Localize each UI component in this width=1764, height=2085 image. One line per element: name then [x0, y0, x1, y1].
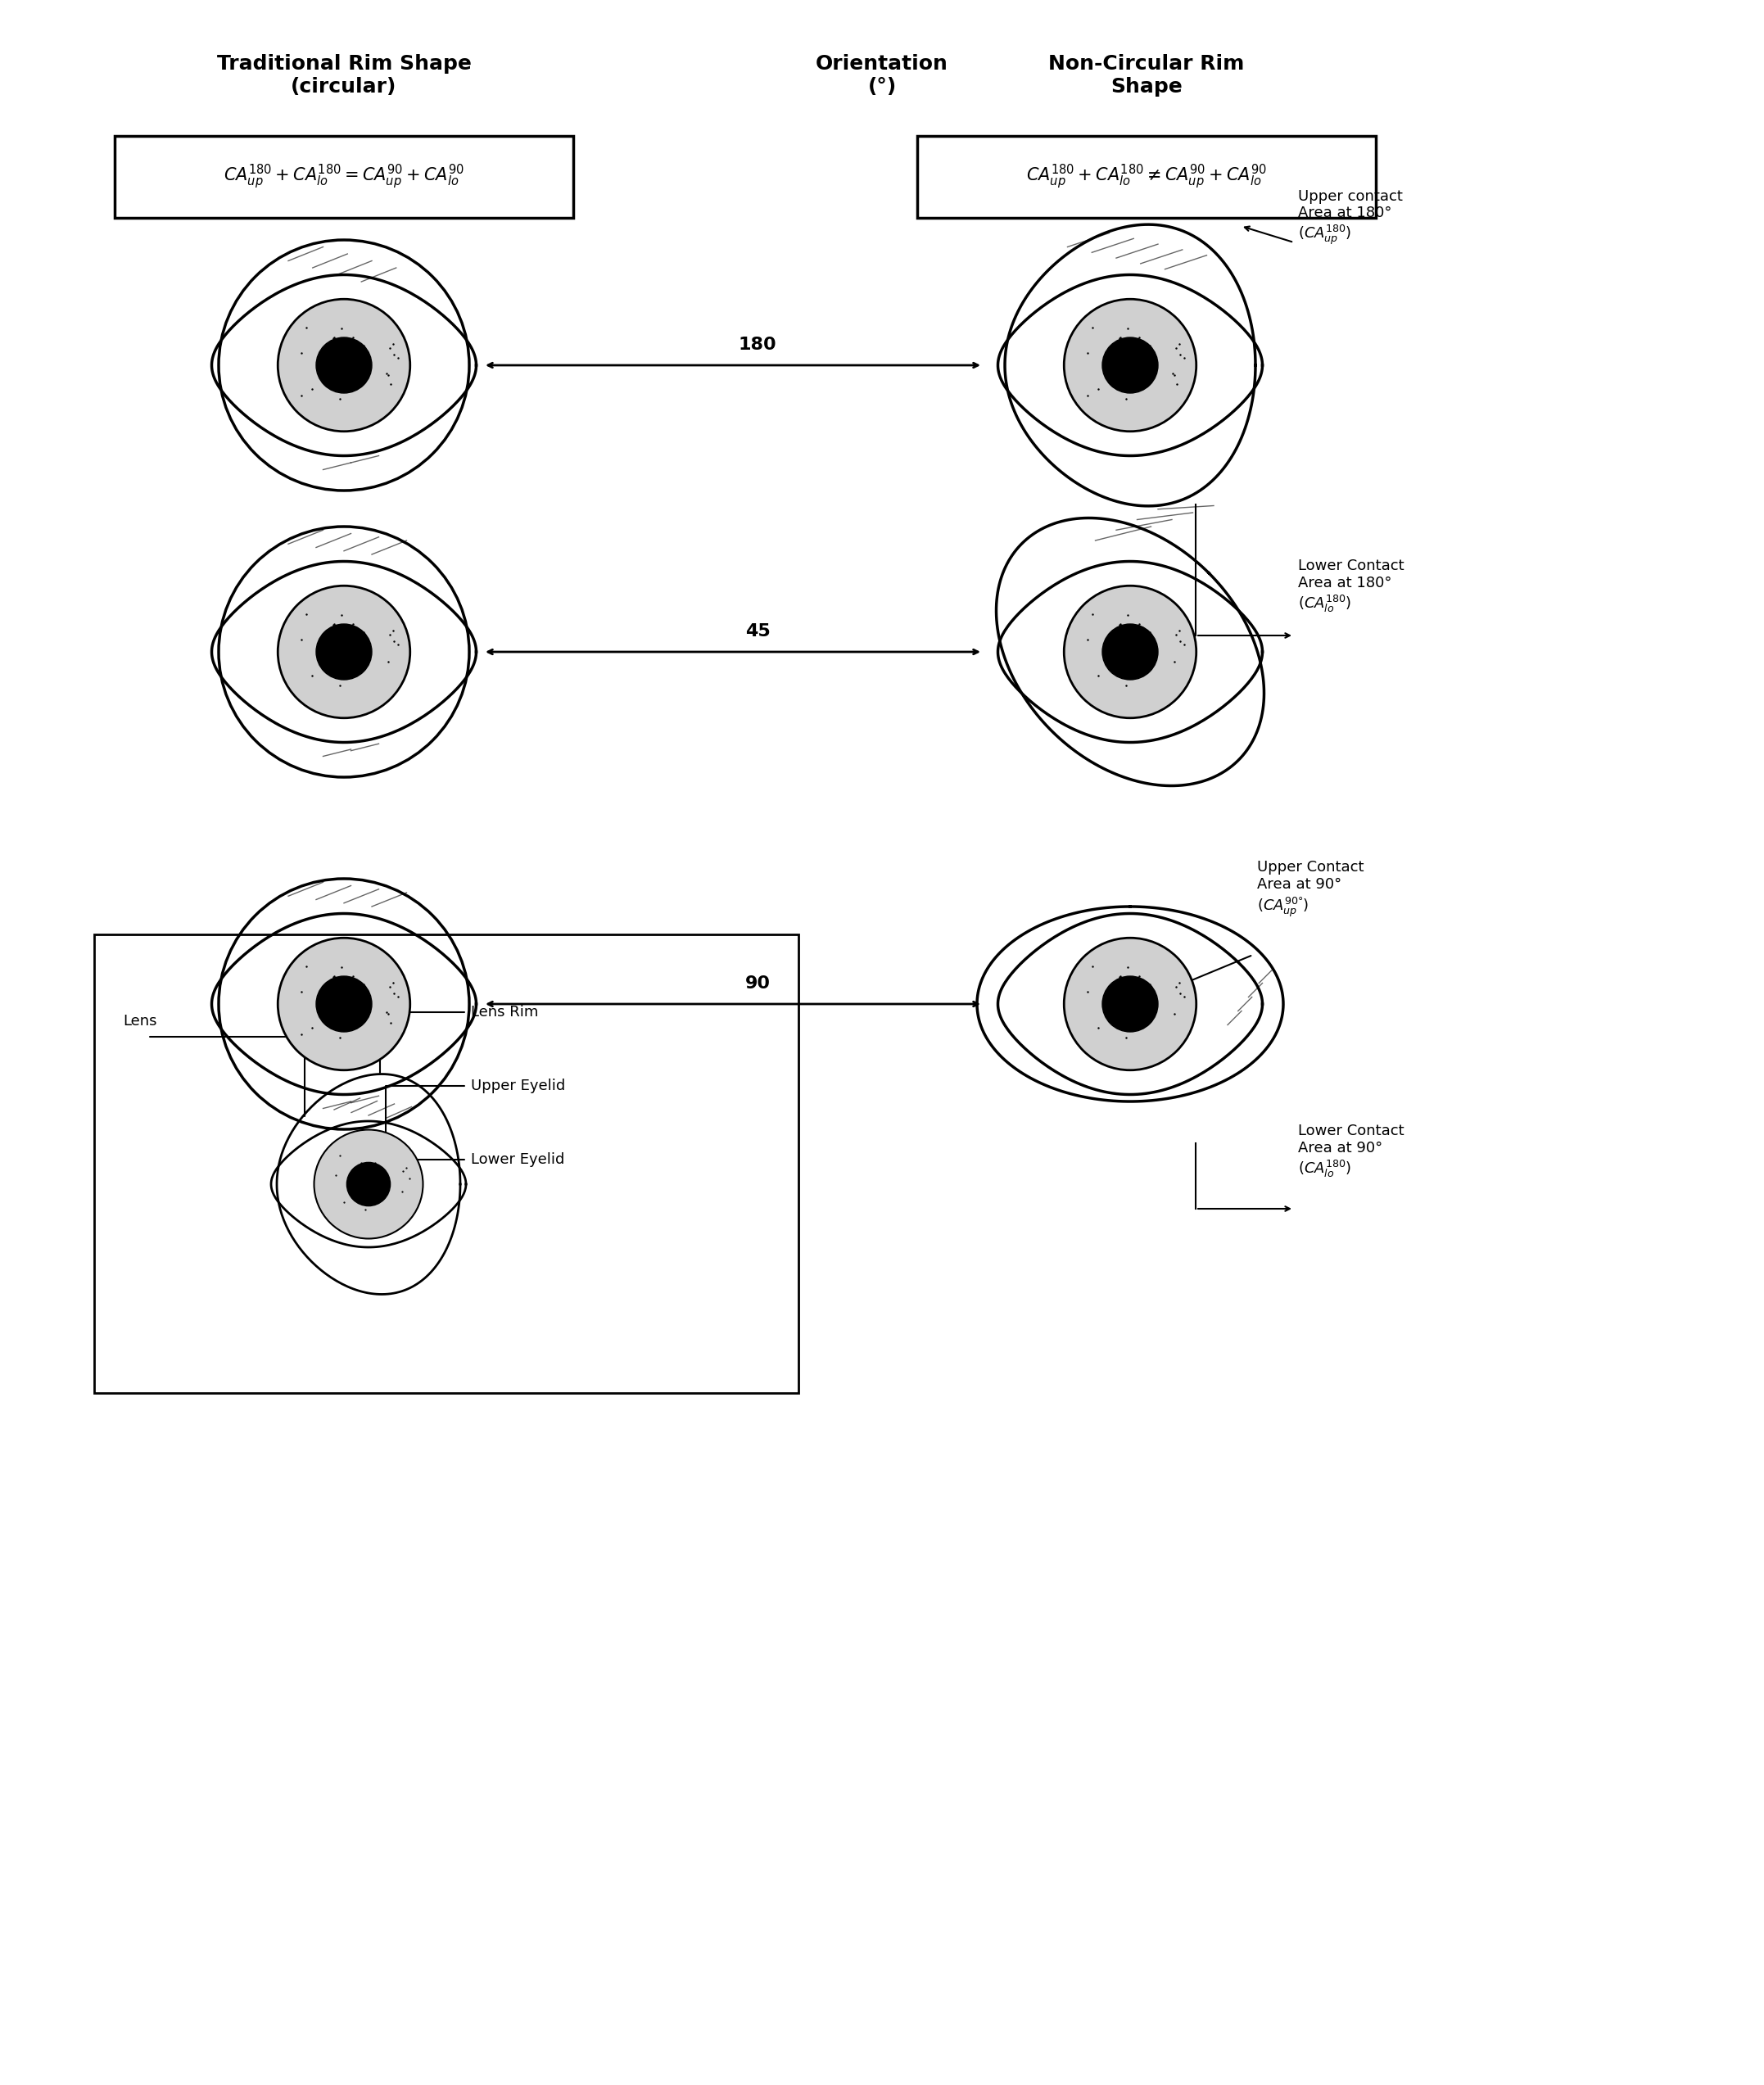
Text: $CA^{180}_{up}+CA^{180}_{lo}\neq CA^{90}_{up}+CA^{90}_{lo}$: $CA^{180}_{up}+CA^{180}_{lo}\neq CA^{90}…: [1027, 163, 1267, 192]
Ellipse shape: [1102, 976, 1157, 1032]
Text: Traditional Rim Shape
(circular): Traditional Rim Shape (circular): [217, 54, 471, 96]
Ellipse shape: [1064, 298, 1196, 432]
FancyBboxPatch shape: [115, 136, 573, 217]
Ellipse shape: [316, 338, 372, 394]
Text: 45: 45: [744, 623, 771, 640]
Ellipse shape: [316, 623, 372, 680]
FancyBboxPatch shape: [93, 934, 799, 1393]
Text: Lens Rim: Lens Rim: [471, 1005, 538, 1020]
Ellipse shape: [316, 976, 372, 1032]
Text: Upper Eyelid: Upper Eyelid: [471, 1078, 564, 1093]
Text: 90: 90: [744, 976, 771, 992]
Text: Lower Contact
Area at 180°
$(CA^{180}_{lo}$): Lower Contact Area at 180° $(CA^{180}_{l…: [1298, 559, 1404, 613]
Ellipse shape: [1064, 586, 1196, 717]
Text: Orientation
(°): Orientation (°): [815, 54, 949, 96]
Ellipse shape: [1102, 623, 1157, 680]
Ellipse shape: [277, 938, 409, 1070]
Ellipse shape: [277, 298, 409, 432]
Text: Lens: Lens: [123, 1013, 157, 1028]
Text: 180: 180: [739, 336, 776, 352]
Text: Lower Eyelid: Lower Eyelid: [471, 1153, 564, 1168]
Text: Non-Circular Rim
Shape: Non-Circular Rim Shape: [1048, 54, 1245, 96]
Ellipse shape: [277, 586, 409, 717]
Ellipse shape: [1064, 938, 1196, 1070]
Text: Lower Contact
Area at 90°
$(CA^{180}_{lo}$): Lower Contact Area at 90° $(CA^{180}_{lo…: [1298, 1124, 1404, 1180]
Ellipse shape: [1102, 338, 1157, 394]
Ellipse shape: [348, 1163, 390, 1205]
Ellipse shape: [314, 1130, 423, 1238]
Text: Upper Contact
Area at 90°
$(CA^{90°}_{up}$): Upper Contact Area at 90° $(CA^{90°}_{up…: [1258, 859, 1364, 919]
Text: $CA^{180}_{up}+CA^{180}_{lo}=CA^{90}_{up}+CA^{90}_{lo}$: $CA^{180}_{up}+CA^{180}_{lo}=CA^{90}_{up…: [224, 163, 464, 192]
Text: Upper contact
Area at 180°
$(CA^{180}_{up}$): Upper contact Area at 180° $(CA^{180}_{u…: [1298, 190, 1402, 246]
FancyBboxPatch shape: [917, 136, 1376, 217]
